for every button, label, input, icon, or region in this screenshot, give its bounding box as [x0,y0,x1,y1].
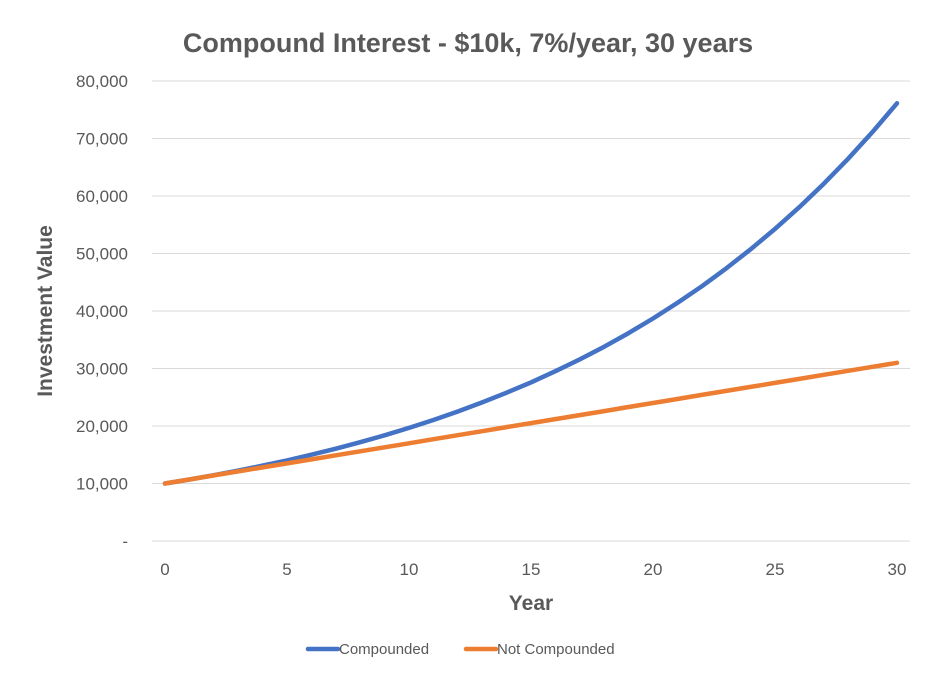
x-tick-label: 15 [522,560,541,579]
y-tick-label: - [122,532,128,551]
legend: Compounded Not Compounded [305,641,615,658]
x-tick-label: 5 [282,560,291,579]
y-axis-ticks: - 10,000 20,000 30,000 40,000 50,000 60,000 70,… [76,72,128,551]
y-tick-label: 70,000 [76,130,128,149]
x-tick-label: 10 [400,560,419,579]
y-tick-label: 20,000 [76,417,128,436]
y-tick-label: 40,000 [76,302,128,321]
y-tick-label: 10,000 [76,475,128,494]
chart-title: Compound Interest - $10k, 7%/year, 30 ye… [183,28,753,58]
gridlines [152,80,910,542]
y-tick-label: 80,000 [76,72,128,91]
x-tick-label: 25 [766,560,785,579]
x-axis-title: Year [509,592,553,615]
series-lines [162,101,900,486]
x-axis-ticks: 0 5 10 15 20 25 30 [160,560,906,579]
y-tick-label: 30,000 [76,360,128,379]
series-line-not-compounded [162,360,900,486]
y-tick-label: 60,000 [76,187,128,206]
legend-label-not-compounded: Not Compounded [497,641,615,658]
x-tick-label: 0 [160,560,169,579]
series-line-compounded [162,101,900,486]
y-tick-label: 50,000 [76,245,128,264]
y-axis-title: Investment Value [34,225,57,397]
x-tick-label: 20 [644,560,663,579]
legend-label-compounded: Compounded [339,641,429,658]
x-tick-label: 30 [888,560,907,579]
